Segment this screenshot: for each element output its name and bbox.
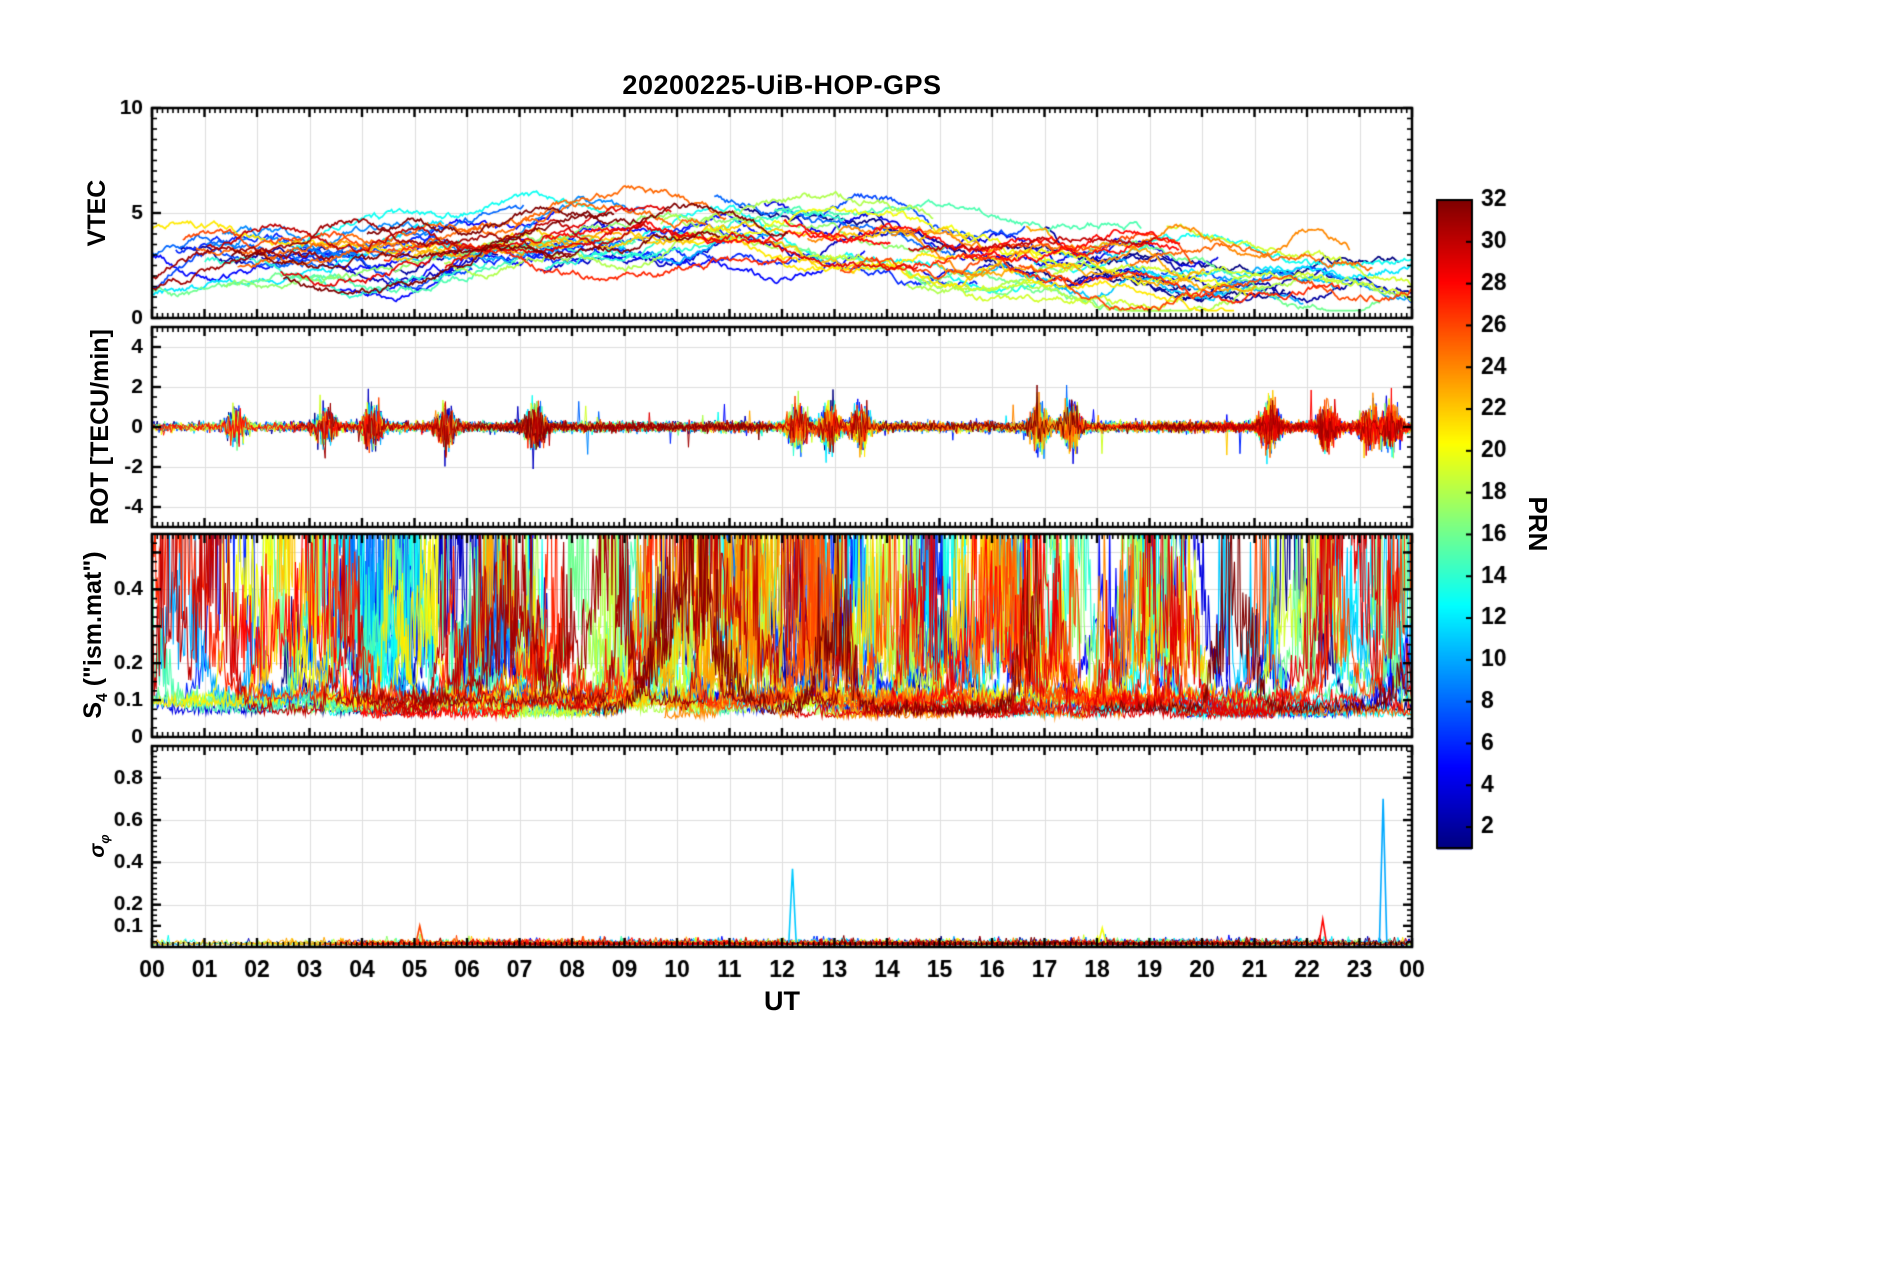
xlabel-ut: UT [764,986,800,1016]
chart-title: 20200225-UiB-HOP-GPS [622,70,942,100]
ylabel-sigma-base: σ [86,843,109,858]
ylabel-sigma-sub: φ [97,834,113,844]
colorbar-label: PRN [1523,496,1553,552]
ylabel-sigma-phi: σφ [81,646,115,1046]
